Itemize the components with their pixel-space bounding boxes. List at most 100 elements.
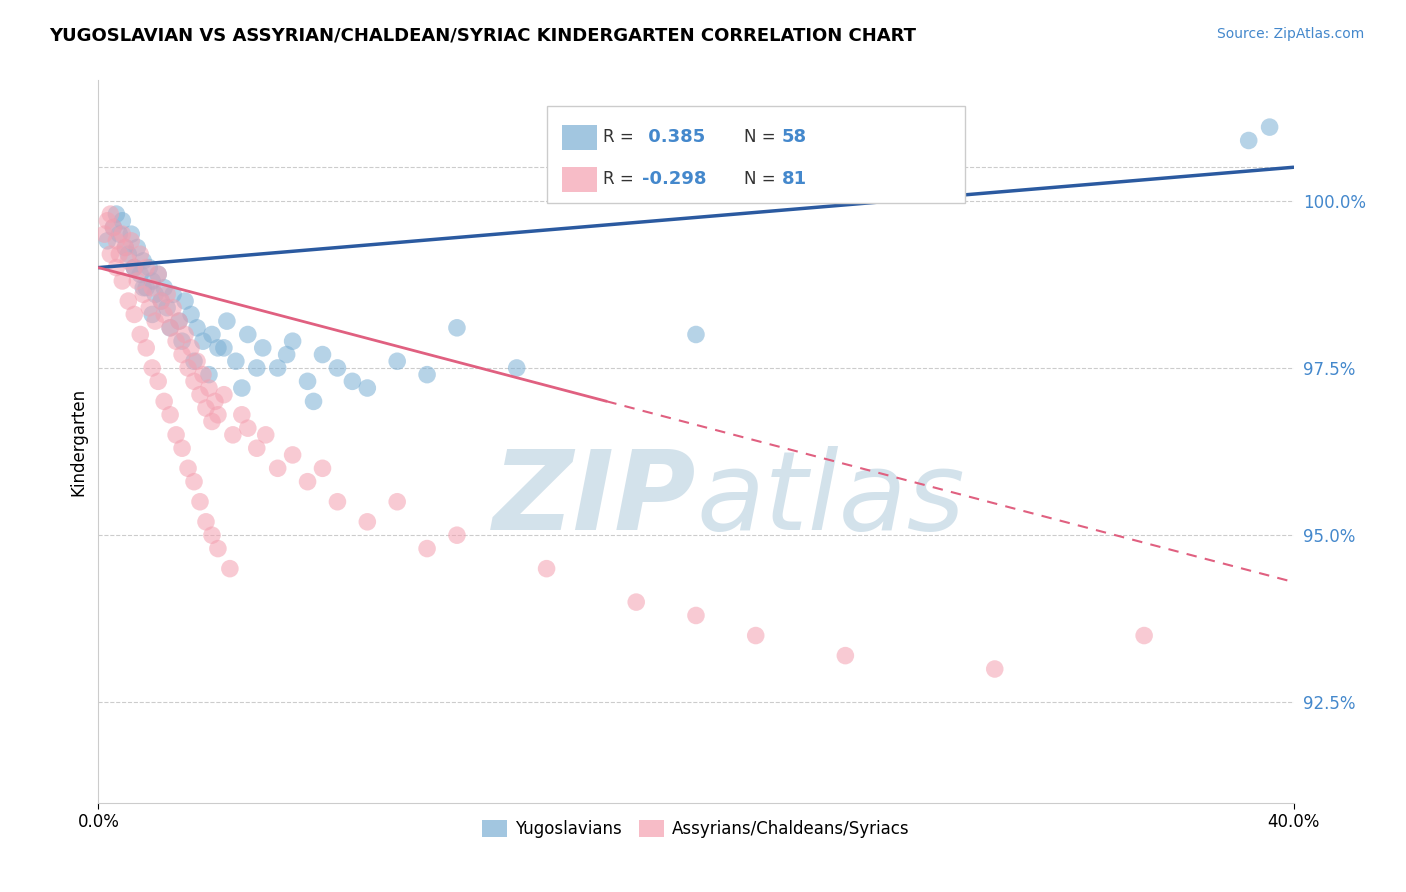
Point (153, 280, 176, 294)
Point (311, 461, 333, 475)
Point (135, 341, 157, 355)
Point (215, 314, 238, 328)
Point (984, 662, 1007, 676)
Point (172, 334, 194, 348)
Text: R =: R = (603, 170, 638, 188)
Point (129, 327, 152, 342)
Point (180, 341, 202, 355)
Point (127, 274, 149, 288)
Point (124, 308, 146, 322)
Point (195, 515, 218, 529)
Point (153, 308, 176, 322)
Point (212, 387, 235, 401)
Point (167, 314, 190, 328)
Point (108, 227, 131, 241)
Point (159, 408, 181, 422)
Text: 58: 58 (782, 128, 807, 146)
Text: Source: ZipAtlas.com: Source: ZipAtlas.com (1216, 27, 1364, 41)
Point (416, 368, 439, 382)
Point (183, 374, 205, 388)
Point (124, 260, 146, 275)
Point (204, 394, 226, 409)
Legend: Yugoslavians, Assyrians/Chaldeans/Syriacs: Yugoslavians, Assyrians/Chaldeans/Syriac… (475, 814, 917, 845)
Point (198, 381, 221, 395)
Point (174, 327, 197, 342)
Point (267, 461, 290, 475)
Point (536, 561, 558, 575)
Point (356, 381, 378, 395)
Text: 81: 81 (782, 170, 807, 188)
Point (834, 648, 856, 663)
Point (745, 629, 768, 643)
Y-axis label: Kindergarten: Kindergarten (69, 387, 87, 496)
Point (129, 247, 152, 261)
Point (141, 280, 163, 294)
Point (129, 267, 152, 281)
Point (103, 220, 125, 235)
Point (172, 441, 194, 455)
Point (114, 240, 136, 254)
Point (172, 347, 194, 361)
Point (276, 347, 298, 361)
Point (117, 253, 139, 268)
Point (385, 354, 409, 368)
Point (219, 561, 242, 575)
Point (236, 327, 259, 342)
Point (177, 461, 200, 475)
Point (135, 280, 157, 294)
Point (98, 207, 122, 221)
Point (159, 321, 181, 335)
Point (127, 240, 149, 254)
Text: -0.298: -0.298 (643, 170, 707, 188)
Point (96, 213, 118, 227)
Point (252, 341, 274, 355)
Point (117, 293, 139, 308)
Point (311, 347, 333, 361)
Point (124, 260, 146, 275)
Point (103, 220, 125, 235)
Point (231, 408, 253, 422)
Point (162, 301, 184, 315)
Point (385, 494, 409, 508)
Point (132, 253, 155, 268)
Point (342, 374, 364, 388)
Point (148, 267, 170, 281)
Point (198, 368, 221, 382)
Point (225, 354, 247, 368)
Point (188, 387, 211, 401)
Point (167, 314, 190, 328)
Point (143, 287, 166, 301)
Point (188, 494, 211, 508)
Point (356, 515, 378, 529)
Point (132, 287, 155, 301)
Point (326, 494, 349, 508)
Point (281, 448, 304, 462)
Point (207, 408, 229, 422)
Point (506, 360, 529, 375)
Point (231, 381, 253, 395)
Point (626, 595, 648, 609)
Point (1258, 120, 1281, 134)
Point (150, 293, 173, 308)
Point (1237, 133, 1260, 147)
Point (212, 341, 235, 355)
Point (446, 321, 468, 335)
Point (446, 528, 468, 542)
Point (117, 247, 139, 261)
Point (201, 327, 224, 342)
Point (302, 394, 325, 409)
Text: R =: R = (603, 128, 638, 146)
Point (148, 374, 170, 388)
Point (120, 234, 142, 248)
Point (297, 374, 319, 388)
Point (246, 441, 269, 455)
Point (124, 260, 146, 275)
Point (114, 240, 136, 254)
Point (156, 301, 179, 315)
Point (135, 260, 157, 275)
Point (111, 213, 134, 227)
Point (297, 475, 319, 489)
Point (143, 314, 166, 328)
Point (153, 394, 176, 409)
Point (108, 247, 131, 261)
